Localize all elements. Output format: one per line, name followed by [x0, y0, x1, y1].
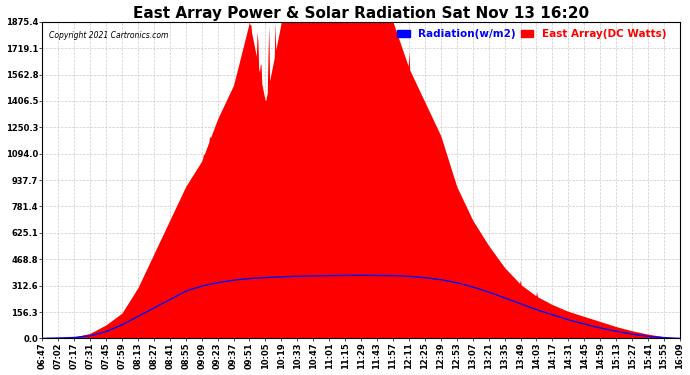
Text: Copyright 2021 Cartronics.com: Copyright 2021 Cartronics.com: [48, 31, 168, 40]
Title: East Array Power & Solar Radiation Sat Nov 13 16:20: East Array Power & Solar Radiation Sat N…: [133, 6, 589, 21]
Legend: Radiation(w/m2), East Array(DC Watts): Radiation(w/m2), East Array(DC Watts): [395, 27, 669, 41]
